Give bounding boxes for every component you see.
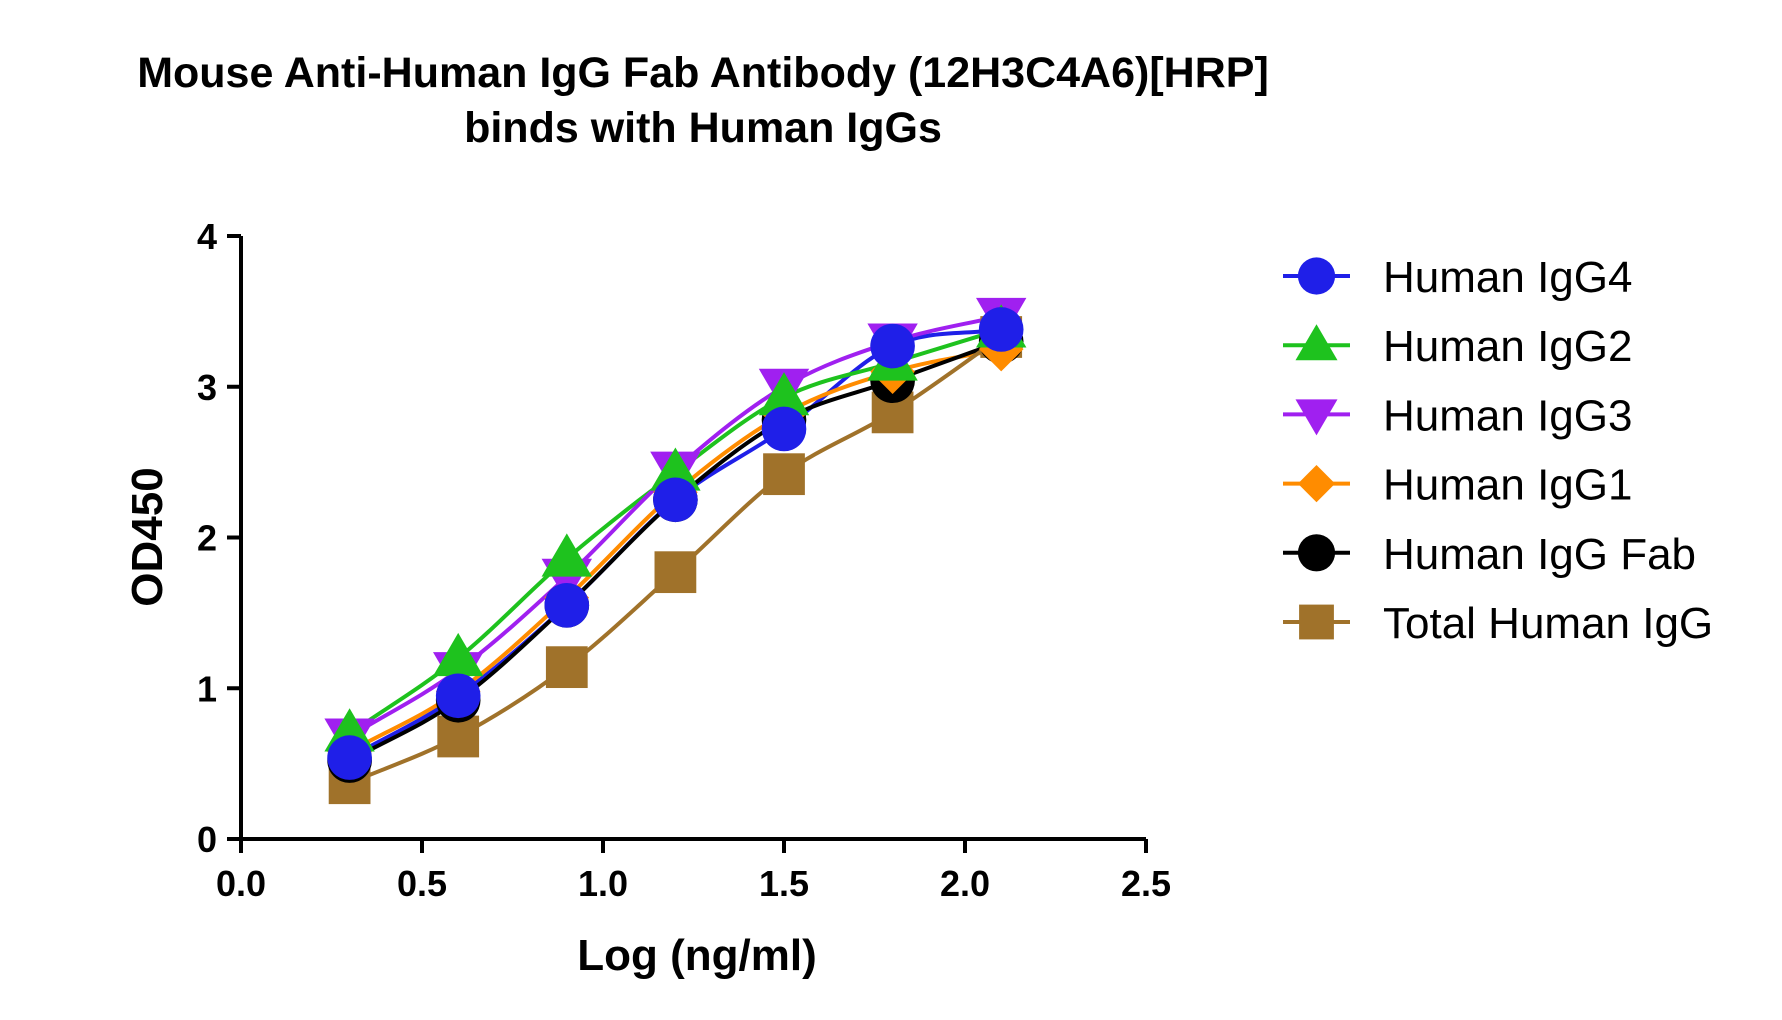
legend-marker xyxy=(1297,257,1336,295)
legend-marker xyxy=(1295,324,1338,361)
y-tick-label: 1 xyxy=(197,668,217,709)
legend-marker xyxy=(1299,604,1334,640)
legend-item-human-igg-fab: Human IgG Fab xyxy=(1283,530,1696,579)
legend-marker xyxy=(1295,399,1338,436)
data-point-total-human-igg xyxy=(654,551,697,594)
y-axis-title: OD450 xyxy=(123,467,172,606)
x-tick-label: 1.0 xyxy=(578,863,628,904)
legend-item-human-igg3: Human IgG3 xyxy=(1283,391,1632,440)
legend-label: Total Human IgG xyxy=(1383,599,1713,648)
data-point-human-igg4 xyxy=(978,307,1024,352)
data-point-human-igg4 xyxy=(327,735,372,780)
legend-label: Human IgG3 xyxy=(1383,391,1632,440)
legend: Human IgG4 Human IgG2 Human IgG3 Human IgG1… xyxy=(1283,253,1713,648)
x-axis-title: Log (ng/ml) xyxy=(577,931,817,980)
series-points-human-igg3 xyxy=(324,297,1027,762)
series-points-total-human-igg xyxy=(328,316,1023,805)
legend-label: Human IgG Fab xyxy=(1383,530,1696,579)
legend-marker xyxy=(1297,534,1336,572)
data-point-total-human-igg xyxy=(763,453,805,496)
data-point-human-igg4 xyxy=(870,323,915,369)
x-tick-label: 0.0 xyxy=(216,863,266,904)
data-point-human-igg2 xyxy=(541,533,592,577)
axes: 0.0 0.5 1.0 1.5 2.0 2.5 0 1 2 3 4 xyxy=(197,216,1171,904)
data-point-human-igg4 xyxy=(761,406,807,452)
data-point-human-igg2 xyxy=(650,447,701,491)
y-tick-label: 4 xyxy=(197,216,217,257)
data-point-human-igg4 xyxy=(544,583,590,628)
series-markers xyxy=(324,297,1027,805)
chart-subtitle: binds with Human IgGs xyxy=(464,104,942,152)
x-tick-label: 1.5 xyxy=(759,863,809,904)
legend-item-total-human-igg: Total Human IgG xyxy=(1283,599,1713,648)
legend-label: Human IgG2 xyxy=(1383,322,1632,371)
data-point-human-igg2 xyxy=(758,372,810,416)
data-point-human-igg4 xyxy=(653,477,698,523)
data-point-human-igg2 xyxy=(433,632,484,677)
legend-item-human-igg1: Human IgG1 xyxy=(1283,461,1632,510)
x-tick-label: 2.0 xyxy=(940,863,990,904)
data-point-human-igg4 xyxy=(435,673,481,719)
legend-label: Human IgG1 xyxy=(1383,461,1632,510)
legend-marker xyxy=(1297,465,1336,503)
chart-title: Mouse Anti-Human IgG Fab Antibody (12H3C… xyxy=(137,49,1269,97)
legend-item-human-igg2: Human IgG2 xyxy=(1283,322,1632,371)
y-tick-label: 0 xyxy=(197,819,217,860)
x-tick-label: 0.5 xyxy=(397,863,447,904)
legend-item-human-igg4: Human IgG4 xyxy=(1283,253,1632,302)
x-tick-label: 2.5 xyxy=(1121,863,1171,904)
y-tick-label: 3 xyxy=(197,367,217,408)
series-points-human-igg4 xyxy=(327,307,1024,780)
legend-label: Human IgG4 xyxy=(1383,253,1632,302)
y-tick-label: 2 xyxy=(197,518,217,559)
data-point-total-human-igg xyxy=(545,646,588,689)
